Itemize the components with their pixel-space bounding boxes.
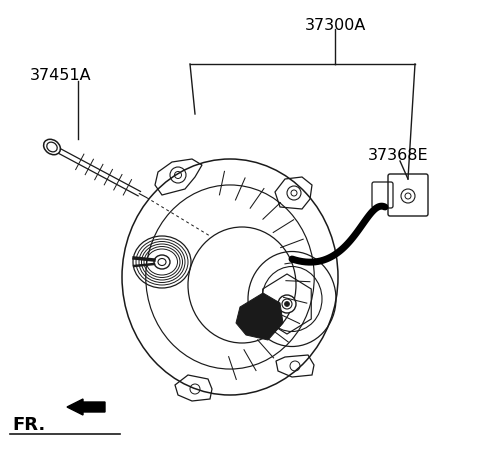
Ellipse shape	[278, 295, 296, 313]
Polygon shape	[236, 293, 283, 340]
Text: 37451A: 37451A	[30, 68, 92, 83]
FancyArrow shape	[67, 399, 105, 415]
Ellipse shape	[154, 256, 170, 269]
Text: 37368E: 37368E	[368, 148, 429, 162]
Ellipse shape	[285, 302, 289, 307]
Text: 37300A: 37300A	[304, 18, 366, 33]
Text: FR.: FR.	[12, 415, 45, 433]
